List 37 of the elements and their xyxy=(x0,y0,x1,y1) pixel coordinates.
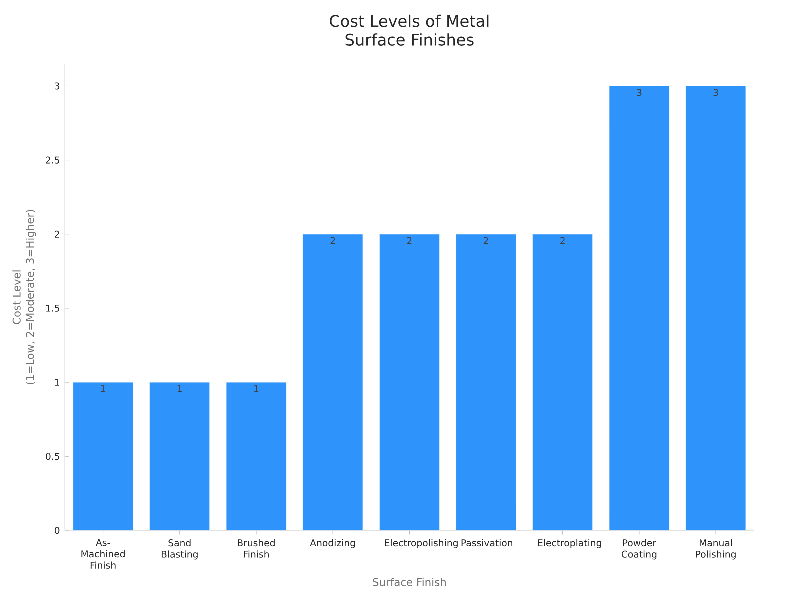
x-tick-label: Electropolishing xyxy=(385,539,458,548)
bar xyxy=(609,86,670,531)
bar xyxy=(150,382,210,531)
data-label: 1 xyxy=(101,385,106,392)
data-label: 2 xyxy=(560,237,565,244)
bar xyxy=(456,234,517,531)
x-tick-label: Anodizing xyxy=(310,539,356,548)
x-tick-label: Sand Blasting xyxy=(162,539,198,560)
data-label: 2 xyxy=(484,237,488,244)
x-tick-label: As-Machined Finish xyxy=(82,539,125,569)
x-tick-label: Manual Polishing xyxy=(696,539,736,560)
x-tick-label: Brushed Finish xyxy=(238,539,275,558)
data-label: 1 xyxy=(254,385,259,392)
x-tick-label: Passivation xyxy=(462,539,513,547)
bar xyxy=(73,382,134,531)
x-tick-label: Powder Coating xyxy=(622,539,657,560)
chart-title: Cost Levels of Metal Surface Finishes xyxy=(330,14,489,46)
y-tick-label: 0.5 xyxy=(46,453,60,460)
y-tick-label: 1.5 xyxy=(46,304,60,312)
x-axis-title: Surface Finish xyxy=(373,578,446,586)
data-label: 2 xyxy=(330,237,336,244)
bar xyxy=(532,234,594,531)
data-label: 1 xyxy=(178,385,182,392)
bar xyxy=(379,234,440,531)
bar xyxy=(686,86,746,531)
data-label: 2 xyxy=(407,237,412,244)
y-tick-label: 0 xyxy=(54,527,60,534)
bar xyxy=(226,382,287,531)
y-axis-title: Cost Level (1=Low, 2=Moderate, 3=Higher) xyxy=(12,210,36,385)
data-label: 3 xyxy=(714,89,718,96)
data-label: 3 xyxy=(637,89,642,96)
bar xyxy=(302,234,364,531)
y-tick-label: 2.5 xyxy=(46,156,60,164)
y-tick-label: 2 xyxy=(55,230,60,238)
y-tick-label: 1 xyxy=(55,379,60,386)
x-tick-label: Electroplating xyxy=(538,539,602,548)
y-tick-label: 3 xyxy=(55,82,60,90)
